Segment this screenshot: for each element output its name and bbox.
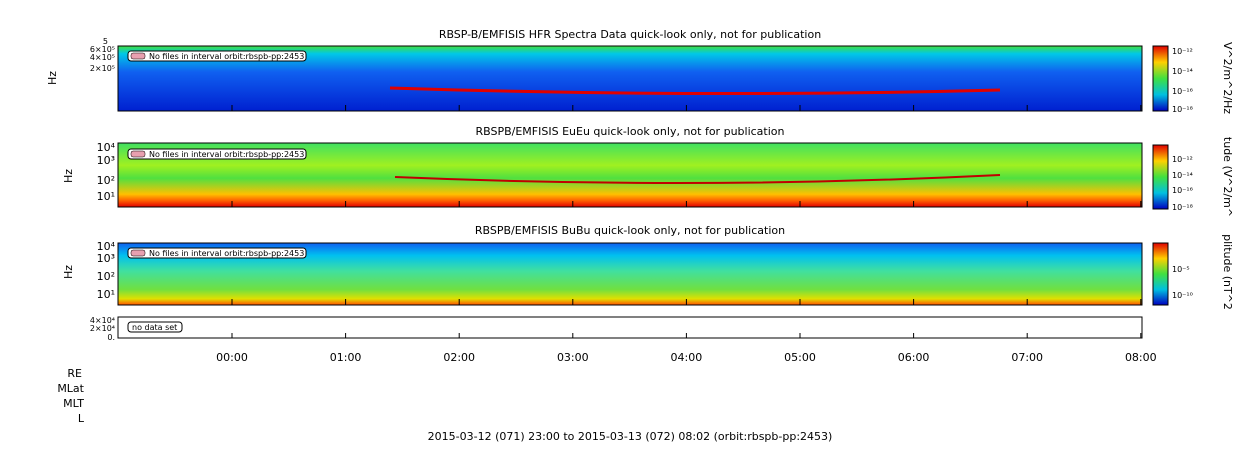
ephemeris-label: MLat (57, 382, 84, 395)
colorbar-tick: 10⁻¹² (1172, 47, 1193, 56)
x-tick-label: 07:00 (1011, 351, 1043, 364)
colorbar (1152, 144, 1169, 210)
axes (117, 316, 1143, 339)
colorbar-tick: 10⁻¹⁶ (1172, 87, 1193, 96)
icon (130, 249, 146, 257)
y-tick-label: 0. (107, 333, 115, 342)
y-tick-label: 10⁴ (97, 141, 116, 154)
y-tick-label: 10² (97, 174, 115, 187)
y-tick-label: 5 (103, 37, 108, 46)
ephemeris-label: MLT (63, 397, 84, 410)
y-tick-label: 2×10⁴ (90, 324, 115, 333)
y-tick-label: 6×10⁵ (90, 45, 115, 54)
y-tick-label: 10¹ (97, 288, 115, 301)
y-tick-label: 10¹ (97, 190, 115, 203)
annotation: No files in interval orbit:rbspb-pp:2453 (149, 249, 304, 258)
annotation-box (127, 247, 307, 259)
footer: 2015-03-12 (071) 23:00 to 2015-03-13 (07… (428, 430, 833, 443)
colorbar-tick: 10⁻¹⁸ (1172, 203, 1193, 212)
y-axis-label: Hz (62, 169, 75, 183)
colorbar-label: plitude (nT^2 (1221, 234, 1234, 310)
spectral-line (394, 174, 1001, 185)
ephemeris-label: L (78, 412, 85, 425)
colorbar-tick: 10⁻¹⁶ (1172, 186, 1193, 195)
y-axis-label: Hz (46, 71, 59, 85)
colorbar (1152, 45, 1169, 112)
annotation-box (127, 50, 307, 62)
y-tick-label: 10³ (97, 154, 115, 167)
x-tick-label: 04:00 (671, 351, 703, 364)
y-tick-label: 4×10⁴ (90, 316, 115, 325)
x-tick-label: 02:00 (443, 351, 475, 364)
colorbar-tick: 10⁻¹² (1172, 155, 1193, 164)
colorbar-tick: 10⁻⁵ (1172, 265, 1190, 274)
icon (130, 52, 146, 60)
x-tick-label: 03:00 (557, 351, 589, 364)
y-tick-label: 10² (97, 270, 115, 283)
y-tick-label: 10³ (97, 252, 115, 265)
panel-title: RBSP-B/EMFISIS HFR Spectra Data quick-lo… (439, 28, 821, 41)
axes (117, 45, 1143, 112)
x-tick-label: 08:00 (1125, 351, 1157, 364)
colorbar (1152, 242, 1169, 306)
y-axis-label: Hz (62, 265, 75, 279)
x-tick-label: 00:00 (216, 351, 248, 364)
annotation-box (127, 148, 307, 160)
y-tick-label: 2×10⁵ (90, 64, 115, 73)
colorbar-tick: 10⁻¹⁸ (1172, 105, 1193, 114)
annotation-box (127, 321, 183, 333)
colorbar-tick: 10⁻¹⁴ (1172, 67, 1193, 76)
y-tick-label: 10⁴ (97, 240, 116, 253)
x-tick-label: 06:00 (898, 351, 930, 364)
panel-title: RBSPB/EMFISIS BuBu quick-look only, not … (475, 224, 785, 237)
annotation: no data set (132, 323, 177, 332)
icon (130, 150, 146, 158)
x-tick-label: 01:00 (330, 351, 362, 364)
y-tick-label: 4×10⁵ (90, 53, 115, 62)
annotation: No files in interval orbit:rbspb-pp:2453 (149, 52, 304, 61)
ephemeris-label: RE (67, 367, 82, 380)
axes (117, 142, 1143, 208)
x-axis: 00:00 01:00 02:00 03:00 04:00 05:00 06:00 07:00… (216, 105, 1157, 364)
colorbar-tick: 10⁻¹⁰ (1172, 291, 1193, 300)
colorbar-label: V^2/m^2/Hz (1221, 42, 1234, 114)
colorbar-tick: 10⁻¹⁴ (1172, 171, 1193, 180)
axes (117, 242, 1143, 306)
x-tick-label: 05:00 (784, 351, 816, 364)
spectral-line (389, 86, 1001, 96)
panel-title: RBSPB/EMFISIS EuEu quick-look only, not … (475, 125, 784, 138)
annotation: No files in interval orbit:rbspb-pp:2453 (149, 150, 304, 159)
colorbar-label: tude (V^2/m^ (1221, 137, 1234, 217)
